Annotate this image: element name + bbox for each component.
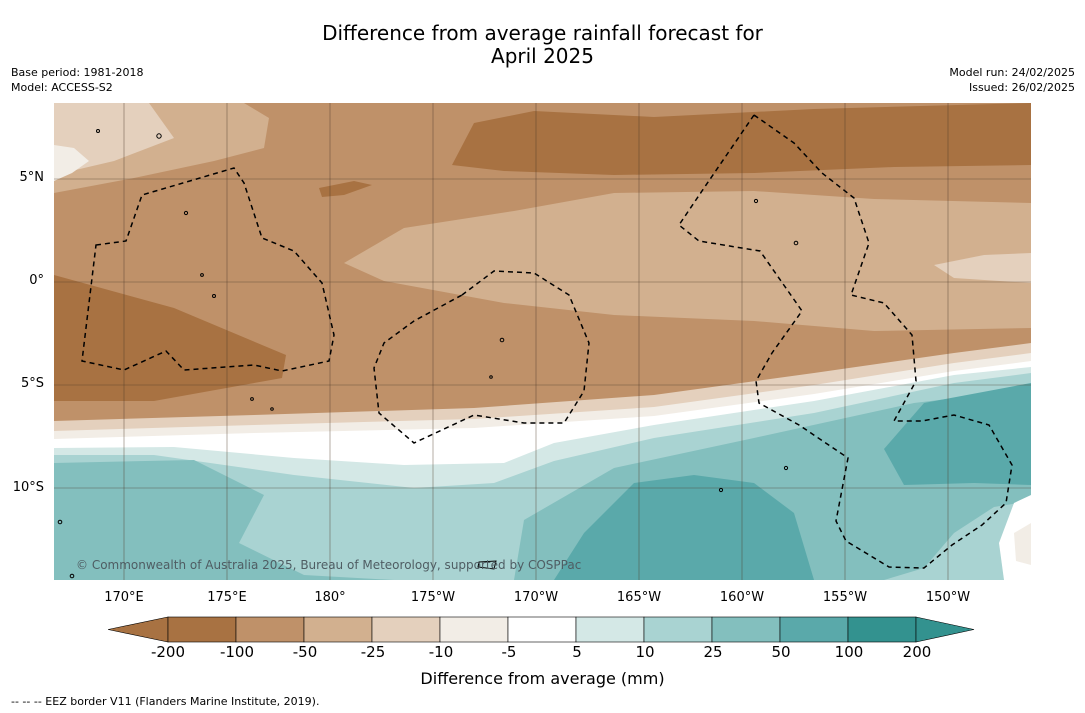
lon-tick-160w: 160°W [719,590,765,605]
colorbar [108,616,975,643]
colorbar-extend-low [108,616,169,643]
lat-tick-5n: 5°N [19,170,45,185]
model-name: Model: ACCESS-S2 [11,81,113,94]
base-period: Base period: 1981-2018 [11,66,144,79]
cb-tick: 100 [834,643,864,661]
cb-tick: 200 [902,643,932,661]
lat-tick-10s: 10°S [12,480,44,495]
colorbar-bin [711,616,781,643]
field-lighter-nw [54,145,89,181]
cb-tick: 5 [572,643,582,661]
field-dry-north [452,103,1031,175]
issued-date: Issued: 26/02/2025 [968,81,1075,94]
meta-right: Model run: 24/02/2025 Issued: 26/02/2025 [949,65,1075,95]
lon-tick-170w: 170°W [513,590,559,605]
colorbar-bin [371,616,441,643]
title-line-1: Difference from average rainfall forecas… [322,21,763,45]
meta-left: Base period: 1981-2018 Model: ACCESS-S2 [11,65,143,95]
lon-tick-150w: 150°W [925,590,971,605]
colorbar-bin [167,616,237,643]
lon-tick-170e: 170°E [104,590,144,605]
colorbar-bin [643,616,713,643]
colorbar-bin [575,616,645,643]
field-wet-west [54,460,394,580]
cb-tick: -5 [501,643,517,661]
lon-tick-155w: 155°W [822,590,868,605]
colorbar-bin [847,616,917,643]
colorbar-bin [235,616,305,643]
field-moist-central [344,191,1031,331]
lat-tick-0: 0° [29,273,44,288]
field-wetter-south [554,475,814,580]
colorbar-bin [779,616,849,643]
field-dry-west [54,275,286,401]
lon-tick-175w: 175°W [410,590,456,605]
cb-tick: -100 [219,643,255,661]
cb-tick: 25 [703,643,723,661]
colorbar-label: Difference from average (mm) [420,669,665,688]
lon-tick-175e: 175°E [207,590,247,605]
cb-tick: -25 [360,643,386,661]
lon-tick-180: 180° [314,590,346,605]
field-light-se [1014,523,1031,565]
field-wetter-east [884,383,1031,485]
cb-tick: 10 [635,643,655,661]
rainfall-map [54,103,1031,580]
colorbar-bin [507,616,577,643]
title-line-2: April 2025 [491,44,594,68]
cb-tick: -200 [150,643,186,661]
lon-tick-165w: 165°W [616,590,662,605]
field-light-east [934,253,1031,283]
cb-tick: 50 [771,643,791,661]
eez-legend-note: -- -- -- EEZ border V11 (Flanders Marine… [11,695,320,708]
colorbar-extend-high [915,616,975,643]
field-dry-patch [319,181,372,197]
colorbar-bin [303,616,373,643]
lat-tick-5s: 5°S [20,376,44,391]
cb-tick: -10 [428,643,454,661]
model-run: Model run: 24/02/2025 [949,66,1075,79]
copyright-text: © Commonwealth of Australia 2025, Bureau… [76,558,582,572]
map-title: Difference from average rainfall forecas… [0,22,1085,68]
colorbar-bin [439,616,509,643]
cb-tick: -50 [292,643,318,661]
